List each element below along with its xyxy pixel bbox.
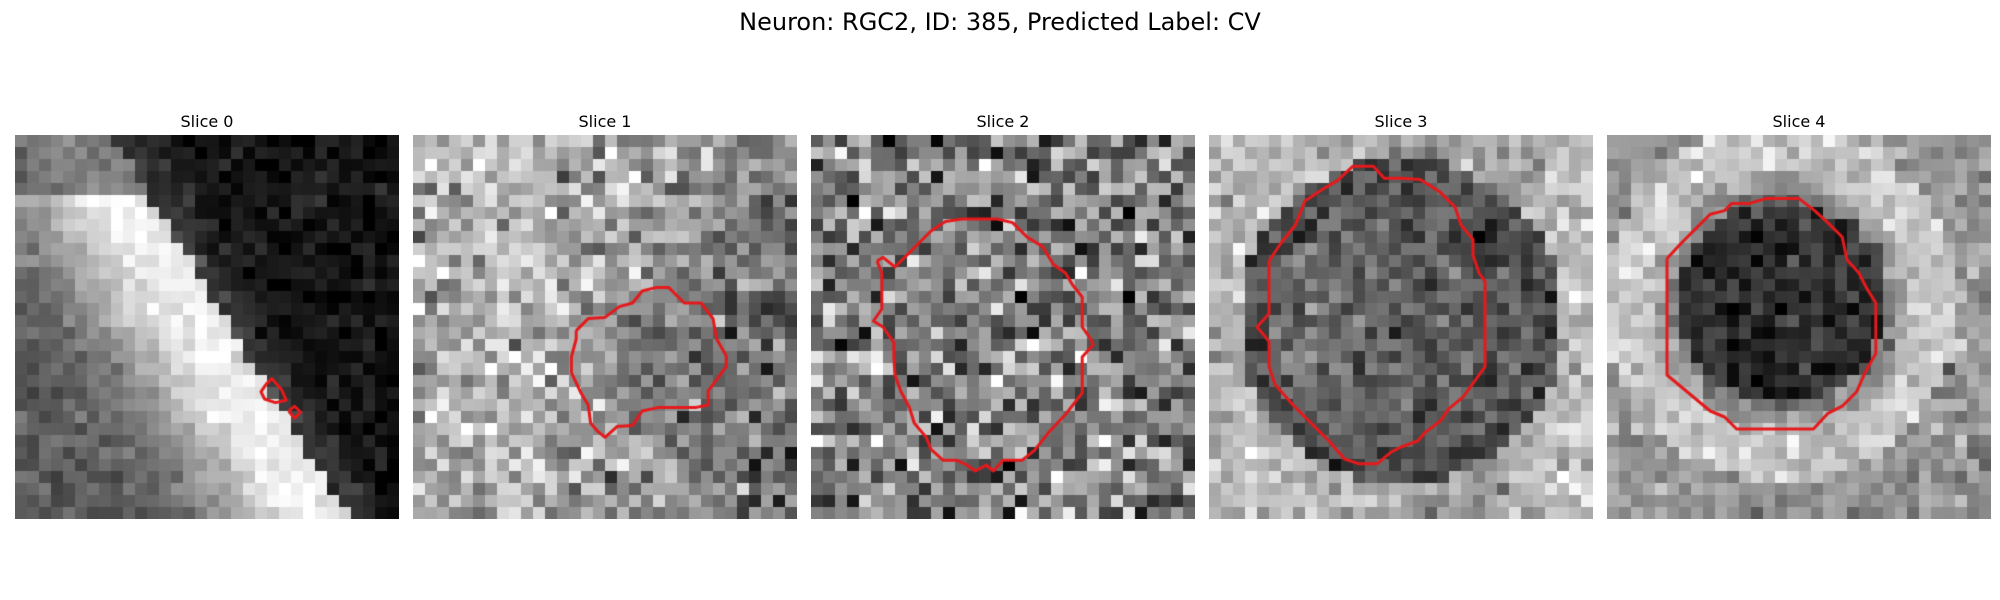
slice-panel-1: Slice 1: [413, 112, 797, 522]
figure-title: Neuron: RGC2, ID: 385, Predicted Label: …: [739, 8, 1261, 36]
slice-panel-2: Slice 2: [811, 112, 1195, 522]
slice-title-0: Slice 0: [180, 112, 234, 131]
slice-panel-3: Slice 3: [1209, 112, 1593, 522]
slice-panel-0: Slice 0: [15, 112, 399, 522]
slice-image-0: [15, 135, 399, 519]
slice-title-4: Slice 4: [1772, 112, 1826, 131]
slice-image-2: [811, 135, 1195, 519]
slice-title-1: Slice 1: [578, 112, 632, 131]
slice-image-1: [413, 135, 797, 519]
slice-panel-4: Slice 4: [1607, 112, 1991, 522]
slice-title-3: Slice 3: [1374, 112, 1428, 131]
slice-image-3: [1209, 135, 1593, 519]
slice-image-4: [1607, 135, 1991, 519]
slice-title-2: Slice 2: [976, 112, 1030, 131]
